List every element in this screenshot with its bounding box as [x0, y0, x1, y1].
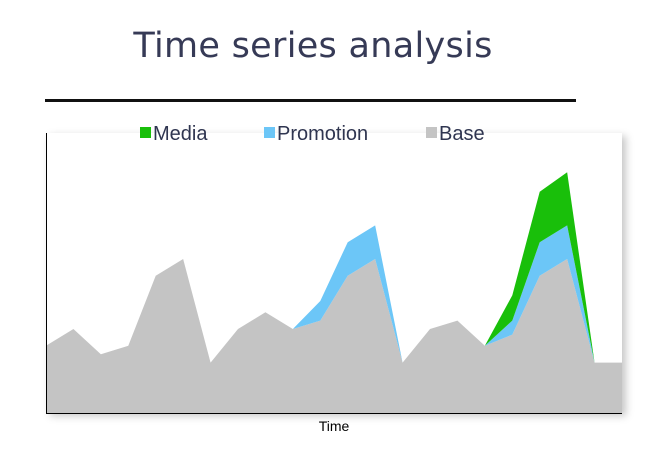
legend-swatch-base — [426, 127, 437, 138]
legend-label-base: Base — [439, 123, 485, 145]
x-axis-title: Time — [319, 418, 350, 434]
page-title: Time series analysis — [133, 26, 493, 66]
area-series-promotion — [46, 225, 622, 363]
area-series-group — [46, 172, 622, 413]
legend-swatch-promotion — [264, 127, 275, 138]
title-divider — [45, 99, 576, 102]
area-series-base — [46, 259, 622, 413]
area-series-media — [46, 172, 622, 363]
legend-swatch-media — [140, 127, 151, 138]
legend: Media Promotion Base — [140, 123, 485, 145]
legend-label-media: Media — [153, 123, 208, 145]
legend-label-promotion: Promotion — [277, 123, 368, 145]
